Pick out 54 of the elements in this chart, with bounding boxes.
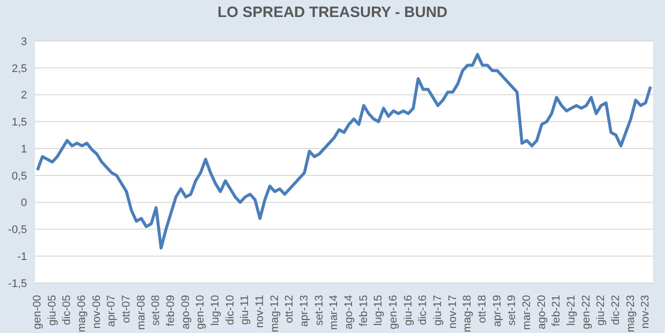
x-tick-label: giu-17 [432, 295, 444, 326]
y-tick-label: 1,5 [12, 116, 27, 129]
x-tick-label: gen-22 [580, 295, 592, 330]
x-tick-label: nov-06 [90, 295, 103, 329]
x-tick-label: ago-20 [536, 295, 548, 330]
x-tick-label: apr-19 [491, 295, 504, 327]
x-tick-label: nov-23 [640, 295, 652, 329]
x-tick-label: dic-22 [610, 295, 622, 325]
x-tick-label: gen-10 [194, 295, 207, 330]
x-tick-label: ago-14 [342, 295, 355, 330]
y-tick-label: 1 [20, 143, 27, 156]
x-tick-label: set-08 [150, 295, 162, 326]
x-tick-label: mar-14 [328, 295, 340, 330]
x-tick-label: dic-10 [224, 295, 236, 325]
x-tick-label: gen-00 [31, 295, 44, 330]
x-tick-label: mag-06 [76, 295, 88, 332]
x-tick-label: feb-15 [358, 295, 370, 326]
chart-title: LO SPREAD TREASURY - BUND [216, 4, 449, 21]
x-tick-label: mar-20 [520, 295, 533, 330]
x-tick-label: giu-05 [46, 295, 58, 326]
y-tick-label: 3 [20, 36, 27, 48]
x-tick-label: mag-23 [624, 295, 637, 332]
x-tick-label: giu-16 [402, 295, 414, 326]
x-tick-label: ott-12 [284, 295, 296, 324]
x-tick-label: lug-21 [565, 295, 578, 326]
x-tick-label: nov-17 [446, 295, 459, 329]
x-tick-label: feb-09 [164, 295, 177, 326]
y-tick-label: 2,5 [12, 62, 27, 75]
x-tick-label: giu-11 [239, 295, 252, 325]
x-tick-label: set-13 [313, 295, 326, 326]
y-tick-label: -1 [17, 251, 27, 264]
y-tick-label: 0 [20, 197, 27, 210]
x-tick-label: ott-18 [476, 295, 488, 324]
y-tick-label: -0,5 [8, 224, 27, 236]
x-tick-label: dic-16 [417, 295, 430, 325]
x-tick-label: ott-07 [120, 295, 132, 324]
x-tick-label: nov-11 [254, 295, 266, 328]
line-series [36, 52, 652, 250]
x-tick-label: ago-09 [180, 295, 192, 330]
x-tick-label: lug-10 [209, 295, 222, 326]
x-tick-label: giu-22 [595, 295, 608, 326]
x-tick-label: set-19 [506, 295, 518, 326]
x-tick-label: lug-15 [372, 295, 385, 326]
x-tick-label: mag-12 [268, 295, 281, 332]
x-tick-label: mar-08 [135, 295, 148, 330]
y-tick-label: -1,5 [8, 278, 27, 290]
x-tick-label: gen-16 [387, 295, 400, 330]
x-tick-label: apr-13 [298, 295, 310, 327]
x-tick-label: dic-05 [61, 295, 74, 325]
y-tick-label: 2 [20, 90, 27, 102]
x-tick-label: apr-07 [106, 295, 118, 327]
x-tick-label: mag-18 [462, 295, 474, 332]
x-tick-label: feb-21 [550, 295, 563, 326]
y-tick-label: 0,5 [12, 170, 27, 182]
